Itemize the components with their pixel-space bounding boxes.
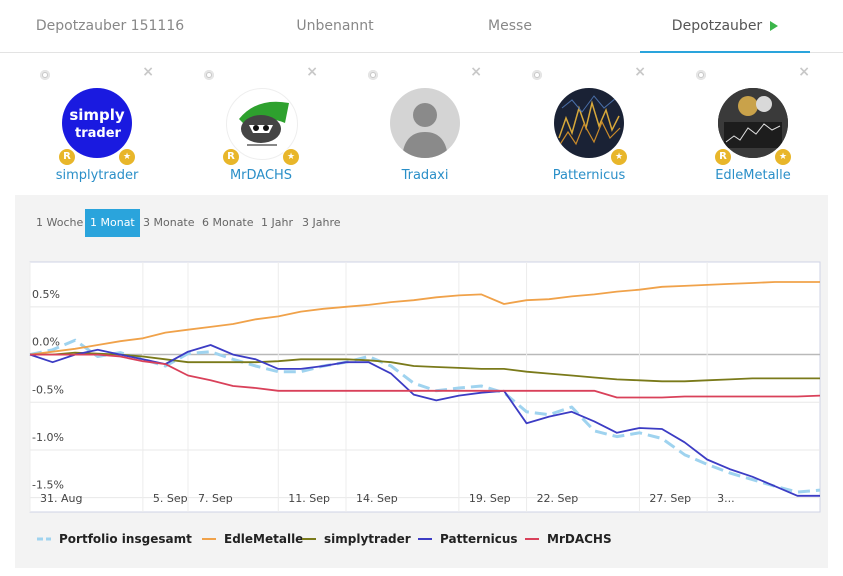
- y-tick-label: -0.5%: [32, 383, 64, 396]
- trader-name[interactable]: simplytrader: [55, 168, 139, 183]
- simplytrader-logo-icon: simply trader: [69, 106, 125, 141]
- star-badge-icon: ★: [118, 148, 136, 166]
- trader-name[interactable]: EdleMetalle: [715, 168, 791, 183]
- legend-label: simplytrader: [324, 532, 411, 546]
- avatar[interactable]: simply trader: [62, 88, 132, 158]
- tab-label: Depotzauber: [671, 18, 763, 34]
- legend-label: MrDACHS: [547, 532, 612, 546]
- y-tick-label: 0.5%: [32, 288, 60, 301]
- metal-chart-image-icon: [718, 88, 788, 158]
- trader-card-patternicus: × ★ Patternicus: [524, 58, 654, 188]
- performance-chart[interactable]: 0.5% 0.0% -0.5% -1.0% -1.5%31. Aug 5. Sep 7. S…: [15, 195, 828, 568]
- tab-unbenannt[interactable]: Unbenannt: [270, 0, 400, 52]
- gear-icon[interactable]: [204, 70, 214, 80]
- trader-cards: × simply trader R ★ simplytrader × R ★: [0, 58, 843, 194]
- portfolio-tabs: Depotzauber 151116 Unbenannt Messe Depot…: [0, 0, 843, 53]
- range-6-monate[interactable]: 6 Monate: [202, 216, 254, 229]
- x-tick-label: 19. Sep: [469, 492, 511, 505]
- range-1-monat[interactable]: 1 Monat: [85, 209, 140, 237]
- trader-card-tradaxi: × Tradaxi: [360, 58, 490, 188]
- range-3-jahre[interactable]: 3 Jahre: [302, 216, 341, 229]
- tab-label: Messe: [488, 18, 532, 34]
- legend-label: Patternicus: [440, 532, 518, 546]
- avatar[interactable]: [718, 88, 788, 158]
- series-line-portfolio-insgesamt: [29, 338, 821, 494]
- avatar-text: simply: [69, 106, 125, 124]
- tab-depotzauber[interactable]: Depotzauber: [640, 0, 810, 53]
- x-tick-label: 27. Sep: [649, 492, 691, 505]
- y-tick-label: 0.0%: [32, 336, 60, 349]
- y-tick-label: -1.0%: [32, 431, 64, 444]
- x-tick-label: 31. Aug: [40, 492, 82, 505]
- close-icon[interactable]: ×: [142, 64, 154, 80]
- x-tick-label: 3...: [717, 492, 735, 505]
- legend-label: EdleMetalle: [224, 532, 303, 546]
- x-tick-label: 5. Sep: [153, 492, 188, 505]
- r-badge: R: [58, 148, 76, 166]
- tab-label: Unbenannt: [296, 18, 374, 34]
- r-badge: R: [714, 148, 732, 166]
- star-badge-icon: ★: [610, 148, 628, 166]
- tab-messe[interactable]: Messe: [460, 0, 560, 52]
- performance-panel: 1 Woche 1 Monat 3 Monate 6 Monate 1 Jahr…: [15, 195, 828, 568]
- x-tick-label: 7. Sep: [198, 492, 233, 505]
- tab-label: Depotzauber 151116: [35, 18, 185, 34]
- close-icon[interactable]: ×: [634, 64, 646, 80]
- trader-name[interactable]: Patternicus: [552, 168, 626, 183]
- r-badge: R: [222, 148, 240, 166]
- close-icon[interactable]: ×: [306, 64, 318, 80]
- range-1-woche[interactable]: 1 Woche: [36, 216, 84, 229]
- range-1-jahr[interactable]: 1 Jahr: [261, 216, 293, 229]
- close-icon[interactable]: ×: [798, 64, 810, 80]
- gear-icon[interactable]: [532, 70, 542, 80]
- avatar[interactable]: [226, 88, 298, 160]
- play-icon: [770, 21, 779, 31]
- gear-icon[interactable]: [368, 70, 378, 80]
- avatar[interactable]: [554, 88, 624, 158]
- x-tick-label: 11. Sep: [288, 492, 330, 505]
- gear-icon[interactable]: [40, 70, 50, 80]
- default-user-icon: [402, 103, 448, 158]
- pattern-image-icon: [558, 95, 621, 147]
- gear-icon[interactable]: [696, 70, 706, 80]
- range-3-monate[interactable]: 3 Monate: [143, 216, 195, 229]
- series-line-mrdachs: [30, 353, 821, 399]
- trader-card-mrdachs: × R ★ MrDACHS: [196, 58, 326, 188]
- badger-mascot-icon: [239, 101, 289, 146]
- avatar[interactable]: [390, 88, 460, 158]
- tab-depotzauber-151116[interactable]: Depotzauber 151116: [30, 0, 190, 52]
- close-icon[interactable]: ×: [470, 64, 482, 80]
- avatar-text: trader: [75, 126, 122, 141]
- trader-name[interactable]: Tradaxi: [401, 168, 449, 183]
- x-tick-label: 22. Sep: [537, 492, 579, 505]
- star-badge-icon: ★: [282, 148, 300, 166]
- x-tick-label: 14. Sep: [356, 492, 398, 505]
- star-badge-icon: ★: [774, 148, 792, 166]
- y-tick-label: -1.5%: [32, 479, 64, 492]
- trader-card-simplytrader: × simply trader R ★ simplytrader: [32, 58, 162, 188]
- trader-card-edlemetalle: × R ★ EdleMetalle: [688, 58, 818, 188]
- legend-label: Portfolio insgesamt: [59, 532, 192, 546]
- series-line-edlemetalle: [29, 281, 820, 356]
- trader-name[interactable]: MrDACHS: [229, 168, 293, 183]
- series-line-simplytrader: [30, 351, 820, 383]
